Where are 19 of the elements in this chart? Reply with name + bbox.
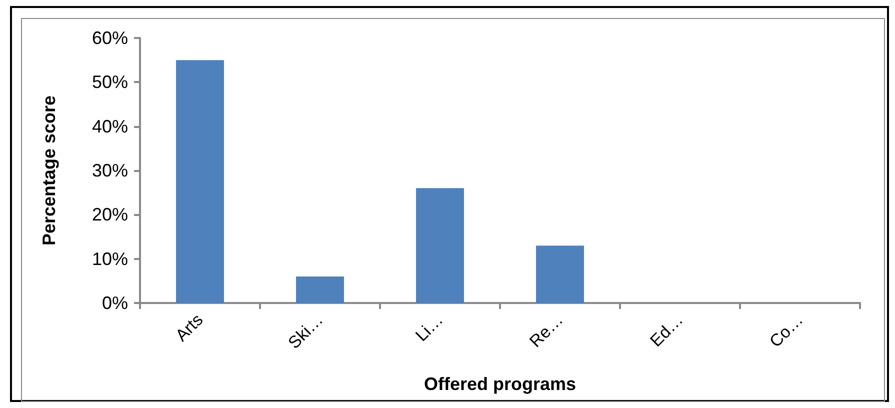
- x-tick-label: Re…: [526, 310, 567, 352]
- y-tick-label: 20%: [92, 204, 128, 225]
- bar: [536, 246, 584, 303]
- y-tick-label: 30%: [92, 160, 128, 180]
- x-tick-label: Li…: [412, 310, 447, 346]
- x-tick-label: Co…: [766, 310, 807, 352]
- y-axis-title: Percentage score: [39, 95, 59, 246]
- x-tick-label: Ski…: [284, 310, 327, 352]
- y-tick-label: 50%: [92, 72, 128, 92]
- bar: [176, 60, 224, 303]
- x-tick-label: Arts: [172, 310, 207, 346]
- y-tick-label: 10%: [92, 248, 128, 269]
- bar: [416, 188, 464, 303]
- y-tick-label: 0%: [102, 293, 128, 313]
- x-axis-title: Offered programs: [424, 374, 576, 394]
- y-tick-label: 40%: [92, 116, 128, 136]
- y-tick-label: 60%: [92, 28, 128, 48]
- x-tick-label: Ed…: [646, 310, 687, 350]
- bar: [296, 276, 344, 303]
